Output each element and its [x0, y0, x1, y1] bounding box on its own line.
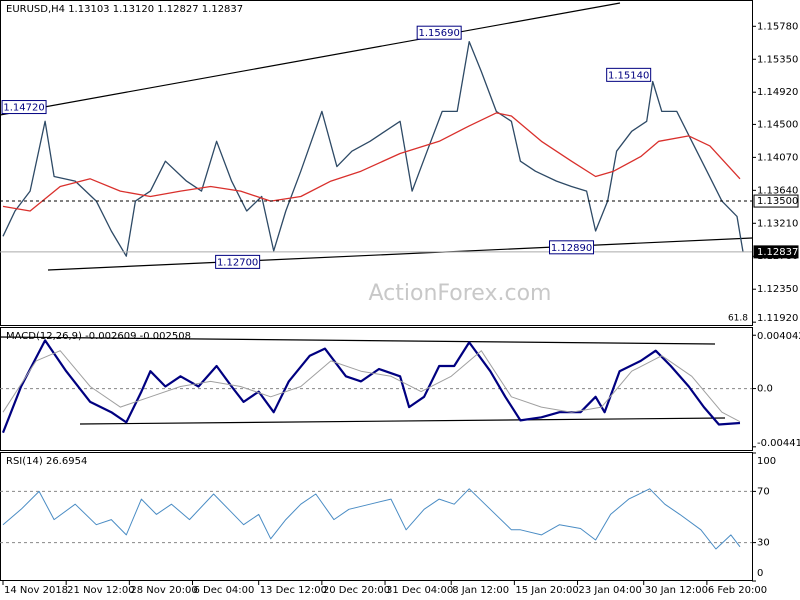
level-box: [753, 194, 799, 208]
series-line: [2, 350, 741, 423]
y-tick-label: 1.14500: [757, 119, 798, 130]
series-line: [2, 488, 741, 550]
fib-label: 61.8: [728, 314, 748, 324]
y-tick-label: 0: [757, 568, 763, 579]
price-label: 1.14720: [3, 103, 44, 114]
y-tick-label: 1.13640: [757, 185, 798, 196]
y-tick-label: 1.13210: [757, 218, 798, 229]
rsi-panel: [0, 452, 753, 581]
panel-title: RSI(14) 26.6954: [6, 456, 87, 467]
y-tick-label: 30: [757, 538, 770, 549]
y-tick-label: -0.004414: [757, 438, 800, 449]
price-label-box: [549, 240, 595, 255]
price-label-box: [215, 254, 261, 269]
x-tick-label: 15 Jan 20:00: [515, 585, 578, 596]
x-tick-label: 31 Dec 04:00: [386, 585, 453, 596]
panel-title: EURUSD,H4 1.13103 1.13120 1.12827 1.1283…: [6, 4, 243, 15]
y-tick-label: 70: [757, 486, 770, 497]
y-tick-label: 1.11920: [757, 313, 798, 324]
y-tick-label: 1.15350: [757, 54, 798, 65]
x-tick-label: 8 Jan 12:00: [452, 585, 509, 596]
level-label: 1.12837: [757, 247, 798, 258]
x-tick-label: 21 Nov 12:00: [67, 585, 134, 596]
y-tick-label: 1.14070: [757, 152, 798, 163]
x-tick-label: 30 Jan 12:00: [645, 585, 708, 596]
price-label: 1.15690: [418, 28, 459, 39]
level-label: 1.13500: [757, 196, 798, 207]
x-tick-label: 14 Nov 2018: [4, 585, 68, 596]
x-tick-label: 6 Dec 04:00: [194, 585, 255, 596]
y-tick-label: 1.14920: [757, 87, 798, 98]
y-tick-label: 0.0: [757, 384, 773, 395]
y-tick-label: 1.12350: [757, 284, 798, 295]
y-tick-label: 100: [757, 456, 776, 467]
series-line: [1, 339, 741, 434]
price-label-box: [416, 25, 462, 40]
y-tick-label: 0.004042: [757, 331, 800, 342]
y-tick-label: 1.15780: [757, 21, 798, 32]
series-line: [2, 40, 744, 257]
panel-title: MACD(12,26,9) -0.002609 -0.002508: [6, 331, 191, 342]
series-line: [2, 112, 741, 212]
price-label: 1.15140: [608, 70, 649, 81]
price-panel: [0, 0, 753, 326]
x-tick-label: 28 Nov 20:00: [130, 585, 197, 596]
x-tick-label: 23 Jan 04:00: [579, 585, 642, 596]
trendline: [0, 336, 716, 345]
watermark: ActionForex.com: [369, 281, 552, 306]
price-label-box: [1, 100, 47, 115]
price-label: 1.12890: [551, 243, 592, 254]
price-label: 1.12700: [217, 257, 258, 268]
x-tick-label: 20 Dec 20:00: [323, 585, 390, 596]
x-tick-label: 6 Feb 20:00: [708, 585, 767, 596]
level-box: [753, 245, 799, 259]
trendline: [47, 237, 753, 271]
x-tick-label: 13 Dec 12:00: [260, 585, 327, 596]
price-label-box: [606, 67, 652, 82]
trendline: [0, 2, 621, 116]
trendline: [79, 417, 726, 425]
